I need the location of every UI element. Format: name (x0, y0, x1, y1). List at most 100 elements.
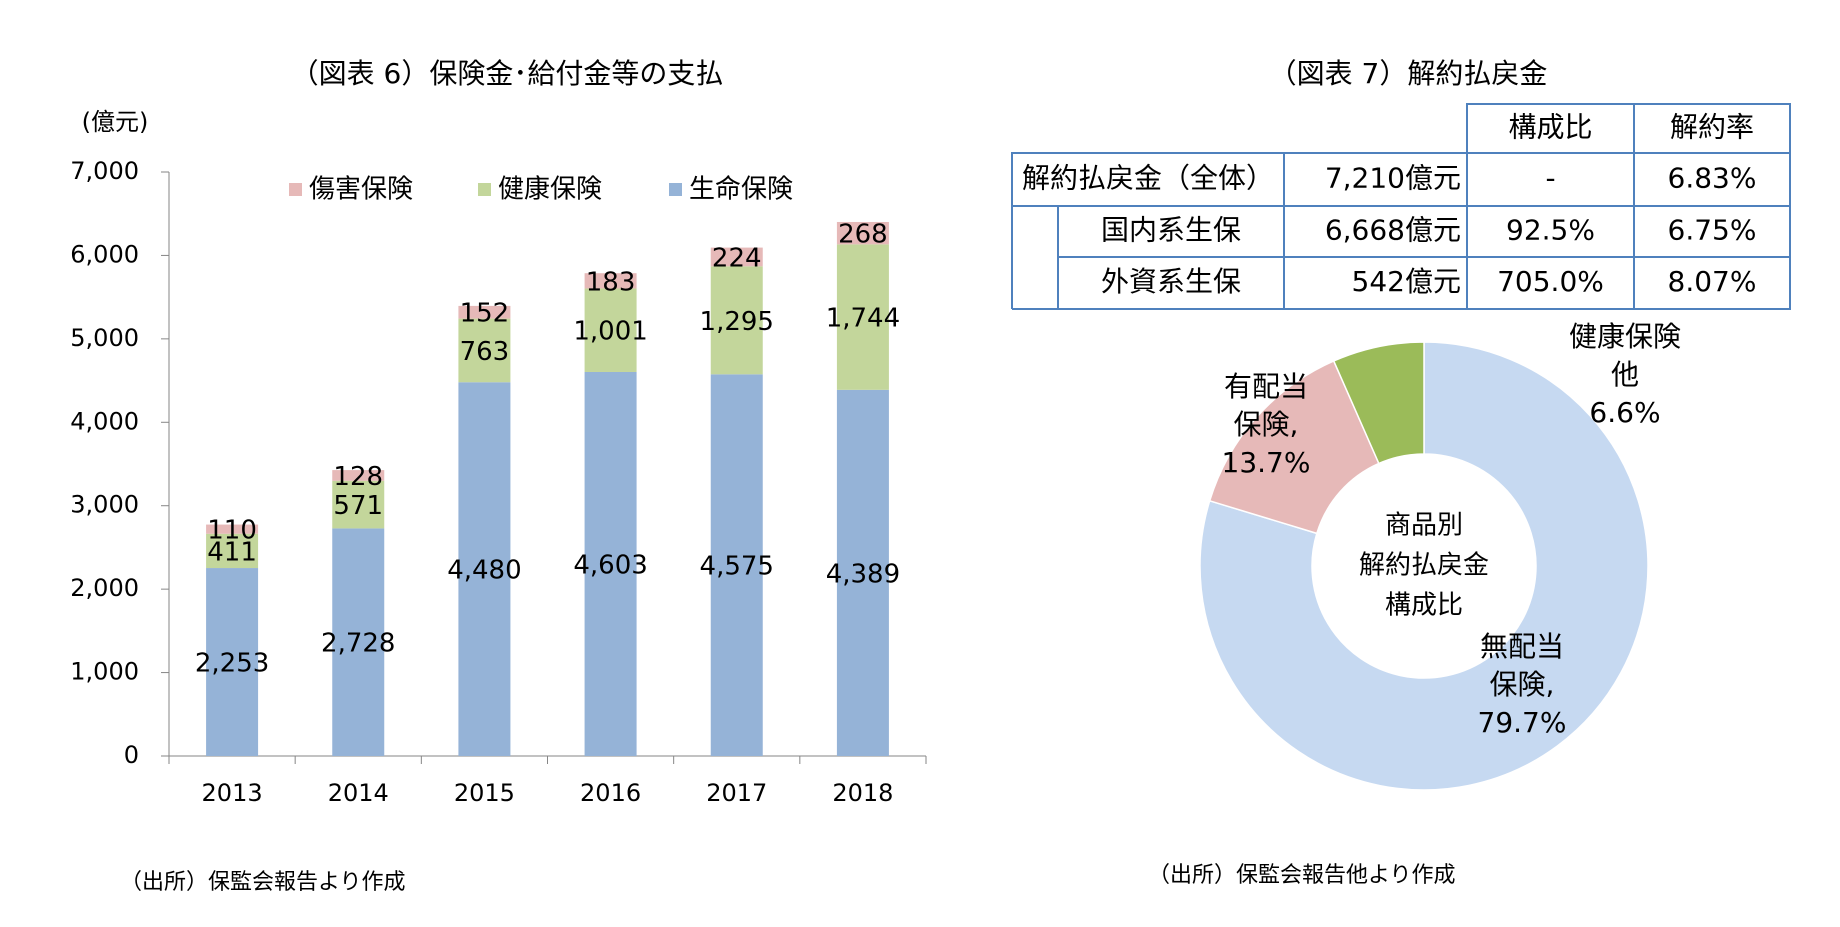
table-cell-text: 6,668億元 (1325, 214, 1461, 247)
y-axis-label: (億元) (82, 108, 149, 136)
table-cell (1633, 256, 1791, 310)
legend-label: 傷害保険 (309, 175, 413, 205)
bar-segment (206, 533, 259, 569)
source-note: （出所）保監会報告より作成 (120, 870, 406, 895)
legend-swatch (669, 183, 682, 196)
table-cell-text: 国内系生保 (1101, 214, 1241, 247)
bar-segment (458, 382, 511, 756)
legend-label: 生命保険 (689, 175, 793, 205)
source-note: （出所）保監会報告他より作成 (1148, 863, 1456, 888)
center-label: 解約払戻金 (1359, 551, 1489, 581)
bar-segment (332, 528, 385, 756)
donut-slice (1332, 341, 1425, 465)
data-label: 4,603 (573, 550, 647, 580)
bar-segment (332, 470, 385, 481)
table-cell-text: 8.07% (1668, 265, 1757, 298)
data-label: 2,253 (195, 649, 269, 679)
x-tick-label: 2017 (706, 779, 767, 807)
bar-segment (836, 389, 889, 756)
table-cell-text: 外資系生保 (1101, 265, 1241, 298)
y-tick-label: 1,000 (70, 658, 139, 686)
table-cell-text: 解約払戻金（全体） (1022, 162, 1274, 195)
bar-segment (584, 371, 637, 756)
table-cell (1283, 205, 1468, 258)
table-cell-text: 542億元 (1352, 265, 1461, 298)
slice-label: 健康保険他 6.6% (1560, 318, 1690, 431)
table-cell-text: 705.0% (1497, 265, 1604, 298)
legend-label: 健康保険 (498, 175, 602, 205)
table-cell-text: 7,210億元 (1325, 162, 1461, 195)
x-tick-label: 2015 (454, 779, 515, 807)
table-cell (1466, 256, 1635, 310)
bar-segment (206, 568, 259, 756)
x-tick-label: 2018 (832, 779, 893, 807)
bar-segment (332, 480, 385, 529)
y-tick-label: 2,000 (70, 574, 139, 602)
table-cell-text: 92.5% (1506, 214, 1595, 247)
data-label: 571 (333, 491, 383, 521)
y-tick-label: 4,000 (70, 407, 139, 435)
data-label: 763 (460, 337, 510, 367)
table-cell-text: 6.75% (1668, 214, 1757, 247)
table-cell (1633, 205, 1791, 258)
bar-segment (710, 266, 763, 375)
x-tick-label: 2016 (580, 779, 641, 807)
data-label: 1,744 (826, 304, 900, 334)
center-label: 商品別 (1385, 511, 1463, 541)
donut-slice (1208, 359, 1380, 535)
slice-label: 無配当保険, 79.7% (1477, 628, 1567, 741)
data-label: 152 (460, 299, 510, 329)
slice-name: 有配当保険, (1223, 370, 1308, 441)
table-header: 構成比 (1508, 111, 1592, 144)
table-cell (1633, 103, 1791, 154)
x-tick-label: 2013 (202, 779, 263, 807)
bar-segment (584, 288, 637, 372)
x-tick-label: 2014 (328, 779, 389, 807)
slice-name: 無配当保険, (1479, 630, 1564, 701)
slice-label: 有配当保険, 13.7% (1218, 368, 1314, 481)
bar-segment (836, 244, 889, 390)
data-label: 4,575 (700, 552, 774, 582)
table-cell (1011, 152, 1285, 207)
slice-value: 6.6% (1589, 395, 1661, 429)
table-cell-text: - (1545, 162, 1555, 195)
y-tick-label: 3,000 (70, 491, 139, 519)
data-label: 128 (333, 462, 383, 492)
slice-value: 79.7% (1477, 705, 1567, 739)
bar-segment (710, 247, 763, 267)
slice-name: 健康保険他 (1568, 320, 1681, 391)
bar-segment (836, 221, 889, 245)
table-cell (1466, 205, 1635, 258)
chart-title: （図表 7）解約払戻金 (1269, 57, 1548, 90)
center-label: 構成比 (1385, 591, 1463, 621)
table-cell (1283, 256, 1468, 310)
table-cell (1057, 256, 1285, 310)
data-label: 1,001 (573, 317, 647, 347)
data-label: 411 (207, 537, 257, 567)
table-cell (1633, 152, 1791, 207)
data-label: 110 (207, 516, 257, 546)
data-label: 4,480 (447, 556, 521, 586)
data-label: 1,295 (700, 307, 774, 337)
bar-segment (458, 318, 511, 383)
bar-segment (458, 305, 511, 319)
legend-swatch (478, 183, 491, 196)
y-tick-label: 7,000 (70, 157, 139, 185)
legend-swatch (289, 183, 302, 196)
y-tick-label: 5,000 (70, 324, 139, 352)
data-label: 4,389 (826, 559, 900, 589)
y-tick-label: 0 (124, 741, 139, 769)
bar-segment (584, 273, 637, 289)
data-label: 2,728 (321, 629, 395, 659)
bar-segment (206, 524, 259, 534)
data-label: 224 (712, 243, 762, 273)
data-label: 268 (838, 220, 888, 250)
table-cell-text: 6.83% (1668, 162, 1757, 195)
chart-title: （図表 6）保険金･給付金等の支払 (291, 57, 724, 90)
data-label: 183 (586, 267, 636, 297)
table-header: 解約率 (1670, 111, 1754, 144)
y-tick-label: 6,000 (70, 240, 139, 268)
bar-segment (710, 374, 763, 756)
